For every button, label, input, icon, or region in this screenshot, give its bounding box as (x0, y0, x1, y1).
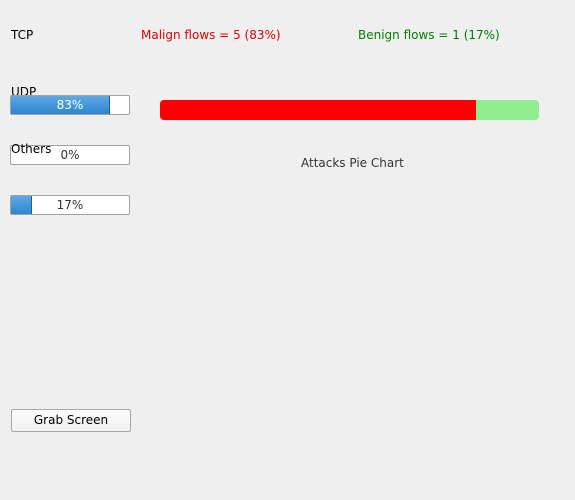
benign-label: Benign flows = 1 (17%) (358, 28, 500, 42)
flow-ratio-bar (160, 100, 539, 120)
benign-segment (475, 100, 539, 120)
progress-bar: 17% (10, 195, 130, 215)
progress-fill (11, 196, 33, 214)
progress-text: 83% (56, 98, 84, 112)
progress-bar: 83% (10, 95, 130, 115)
progress-bar: 0% (10, 145, 130, 165)
malign-segment (160, 100, 476, 120)
progress-fill (11, 96, 110, 114)
tcp-label: TCP (11, 28, 34, 42)
others-label: Others (11, 142, 52, 156)
progress-text: 0% (60, 148, 80, 162)
grab-screen-button[interactable]: Grab Screen (11, 409, 131, 432)
chart-title: Attacks Pie Chart (301, 156, 404, 170)
progress-text: 17% (56, 198, 84, 212)
malign-label: Malign flows = 5 (83%) (141, 28, 281, 42)
